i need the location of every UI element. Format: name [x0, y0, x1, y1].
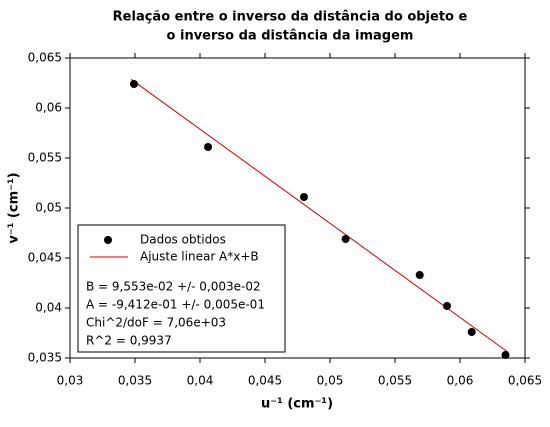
- x-tick-label: 0,03: [57, 374, 84, 388]
- y-tick-label: 0,06: [35, 101, 62, 115]
- legend-marker: [104, 236, 112, 244]
- x-tick-label: 0,05: [317, 374, 344, 388]
- fit-stat: Chi^2/doF = 7,06e+03: [86, 316, 226, 330]
- y-tick-label: 0,055: [28, 151, 62, 165]
- legend-label: Dados obtidos: [140, 233, 226, 247]
- x-tick-label: 0,045: [248, 374, 282, 388]
- x-axis-label: u⁻¹ (cm⁻¹): [261, 397, 333, 412]
- x-tick-label: 0,035: [118, 374, 152, 388]
- y-tick-label: 0,04: [35, 301, 62, 315]
- y-tick-label: 0,035: [28, 351, 62, 365]
- chart-title: Relação entre o inverso da distância do …: [113, 10, 468, 25]
- y-tick-label: 0,045: [28, 251, 62, 265]
- data-point: [300, 193, 308, 201]
- y-tick-label: 0,065: [28, 51, 62, 65]
- fit-stat: R^2 = 0,9937: [86, 334, 172, 348]
- y-tick-label: 0,05: [35, 201, 62, 215]
- legend-label: Ajuste linear A*x+B: [140, 250, 259, 264]
- fit-stat: B = 9,553e-02 +/- 0,003e-02: [86, 280, 261, 294]
- x-tick-label: 0,06: [447, 374, 474, 388]
- data-point: [501, 351, 510, 359]
- chart-title: o inverso da distância da imagem: [167, 29, 414, 44]
- data-point: [415, 271, 424, 279]
- data-point: [467, 328, 476, 336]
- legend-box: [77, 224, 286, 353]
- x-tick-label: 0,065: [508, 374, 542, 388]
- fit-stat: A = -9,412e-01 +/- 0,005e-01: [86, 298, 265, 312]
- data-point: [341, 235, 350, 243]
- data-point: [129, 80, 138, 88]
- data-point: [443, 302, 451, 310]
- data-point: [204, 143, 213, 151]
- x-tick-label: 0,04: [187, 374, 214, 388]
- y-axis-label: v⁻¹ (cm⁻¹): [7, 172, 22, 243]
- x-tick-label: 0,055: [378, 374, 412, 388]
